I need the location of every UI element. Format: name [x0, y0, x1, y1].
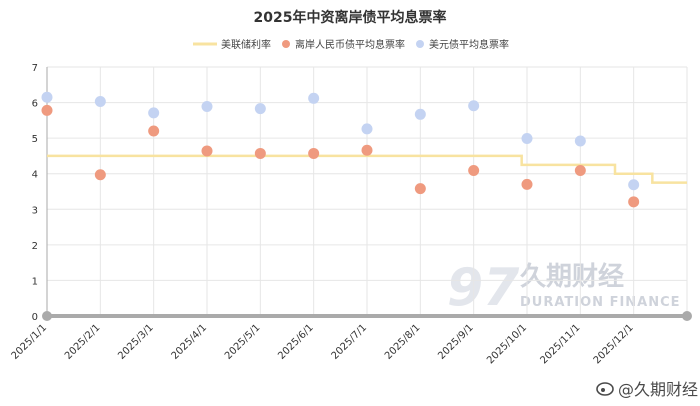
y-tick-label: 0: [32, 312, 38, 323]
x-axis: 2025/1/1 2025/2/1 2025/3/1 2025/4/1 2025/5/1…: [10, 311, 692, 366]
usd-bond-point[interactable]: [521, 132, 533, 144]
cnh-bond-point[interactable]: [308, 147, 320, 159]
usd-bond-point[interactable]: [94, 96, 106, 108]
y-tick-label: 1: [32, 276, 38, 287]
usd-bond-point[interactable]: [361, 123, 373, 135]
y-tick-label: 5: [32, 134, 38, 145]
series-layer: [41, 91, 687, 208]
legend-swatch-cnh-bond: [282, 40, 290, 48]
usd-bond-point[interactable]: [308, 92, 320, 104]
usd-bond-point[interactable]: [41, 91, 53, 103]
x-tick-label: 2025/7/1: [330, 322, 370, 362]
x-tick-label: 2025/11/1: [538, 322, 582, 366]
corner-mark: @久期财经: [596, 380, 698, 399]
usd-bond-point[interactable]: [201, 100, 213, 112]
cnh-bond-point[interactable]: [521, 178, 533, 190]
legend-item-cnh-bond[interactable]: 离岸人民币债平均息票率: [282, 38, 405, 51]
x-tick-label: 2025/9/1: [436, 322, 476, 362]
x-tick-label: 2025/12/1: [592, 322, 636, 366]
x-axis-end-handle[interactable]: [682, 311, 692, 321]
usd-bond-point[interactable]: [414, 108, 426, 120]
svg-text:97: 97: [447, 258, 520, 318]
cnh-bond-point[interactable]: [361, 144, 373, 156]
legend-swatch-usd-bond: [416, 40, 424, 48]
x-tick-label: 2025/6/1: [276, 322, 316, 362]
cnh-bond-point[interactable]: [41, 104, 53, 116]
usd-bond-point[interactable]: [628, 179, 640, 191]
fed-rate-step-line: [47, 154, 687, 184]
corner-mark-text: @久期财经: [618, 380, 698, 399]
x-tick-label: 2025/1/1: [10, 322, 50, 362]
x-tick-label: 2025/4/1: [170, 322, 210, 362]
cnh-bond-point[interactable]: [201, 145, 213, 157]
watermark-brand: 久期财经: [520, 261, 624, 292]
x-axis-start-handle[interactable]: [42, 311, 52, 321]
x-tick-label: 2025/2/1: [63, 322, 103, 362]
y-tick-label: 2: [32, 241, 38, 252]
watermark-subtitle: DURATION FINANCE: [520, 295, 681, 310]
usd-bond-point[interactable]: [254, 103, 266, 115]
cnh-bond-point[interactable]: [254, 147, 266, 159]
usd-bond-point[interactable]: [468, 100, 480, 112]
cnh-bond-point[interactable]: [414, 183, 426, 195]
watermark: 97 久期财经 DURATION FINANCE: [447, 258, 681, 318]
x-tick-label: 2025/3/1: [116, 322, 156, 362]
cnh-bond-point[interactable]: [148, 125, 160, 137]
y-tick-label: 7: [32, 63, 38, 74]
cnh-bond-point[interactable]: [468, 165, 480, 177]
legend-label-usd-bond: 美元债平均息票率: [429, 38, 509, 51]
chart-title: 2025年中资离岸债平均息票率: [254, 9, 447, 26]
usd-bond-point[interactable]: [148, 107, 160, 119]
y-tick-label: 3: [32, 205, 38, 216]
legend: 美联储利率 离岸人民币债平均息票率 美元债平均息票率: [193, 38, 509, 51]
x-tick-label: 2025/5/1: [223, 322, 263, 362]
usd-bond-point[interactable]: [574, 135, 586, 147]
legend-item-usd-bond[interactable]: 美元债平均息票率: [416, 38, 509, 51]
cnh-bond-point[interactable]: [574, 165, 586, 177]
watermark-logo-icon: 97: [447, 258, 520, 318]
y-tick-label: 6: [32, 99, 38, 110]
y-tick-label: 4: [32, 170, 38, 181]
weibo-icon: [596, 382, 614, 396]
cnh-bond-point[interactable]: [628, 196, 640, 208]
x-tick-label: 2025/10/1: [485, 322, 529, 366]
x-tick-label: 2025/8/1: [383, 322, 423, 362]
legend-label-cnh-bond: 离岸人民币债平均息票率: [295, 38, 405, 51]
legend-item-fed-rate[interactable]: 美联储利率: [193, 38, 271, 51]
cnh-bond-point[interactable]: [94, 169, 106, 181]
legend-label-fed-rate: 美联储利率: [221, 38, 271, 51]
